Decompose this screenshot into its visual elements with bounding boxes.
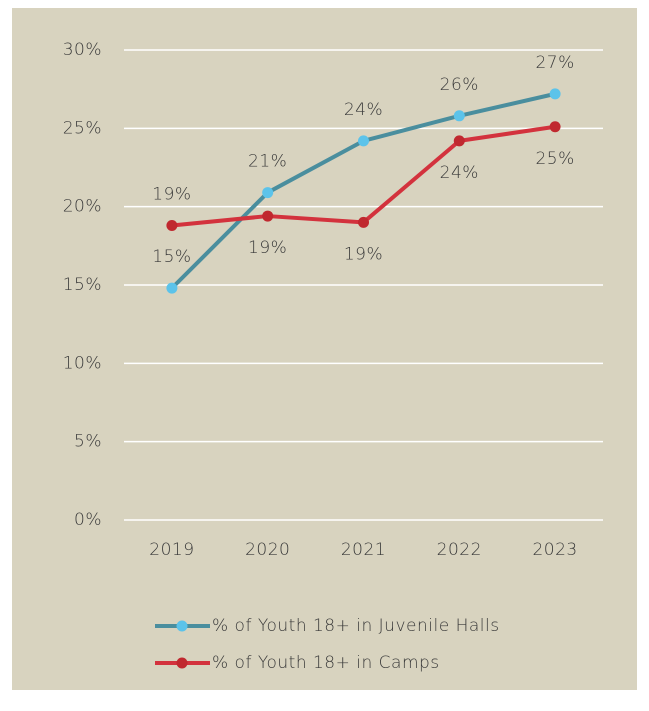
data-label: 15%: [152, 247, 191, 267]
y-tick-label: 30%: [63, 40, 102, 60]
y-tick-label: 10%: [63, 353, 102, 373]
y-tick-label: 5%: [74, 432, 102, 452]
marker: [549, 121, 561, 133]
marker: [166, 219, 178, 231]
marker: [358, 135, 369, 147]
data-label: 19%: [248, 238, 287, 258]
data-label: 24%: [344, 100, 383, 120]
legend-label: % of Youth 18+ in Juvenile Halls: [212, 616, 500, 636]
panel: [12, 8, 637, 690]
x-tick-label: 2020: [245, 540, 290, 560]
data-label: 19%: [344, 244, 383, 264]
y-tick-label: 15%: [63, 275, 102, 295]
marker: [262, 187, 274, 199]
data-label: 24%: [440, 163, 479, 183]
data-label: 27%: [535, 53, 574, 73]
x-tick-label: 2022: [437, 540, 482, 560]
marker: [262, 210, 274, 222]
marker: [358, 216, 369, 228]
data-label: 25%: [535, 149, 574, 169]
marker: [549, 88, 561, 100]
y-tick-label: 20%: [63, 197, 102, 217]
x-tick-label: 2019: [149, 540, 194, 560]
x-tick-label: 2023: [532, 540, 577, 560]
data-label: 19%: [152, 184, 191, 204]
marker: [453, 135, 465, 147]
marker: [453, 110, 465, 122]
legend-label: % of Youth 18+ in Camps: [212, 653, 440, 673]
x-tick-label: 2021: [341, 540, 386, 560]
legend-marker: [176, 620, 188, 632]
y-tick-label: 0%: [74, 510, 102, 530]
data-label: 26%: [440, 75, 479, 95]
y-tick-label: 25%: [63, 118, 102, 138]
data-label: 21%: [248, 152, 287, 172]
legend-marker: [176, 657, 188, 669]
marker: [166, 282, 178, 294]
